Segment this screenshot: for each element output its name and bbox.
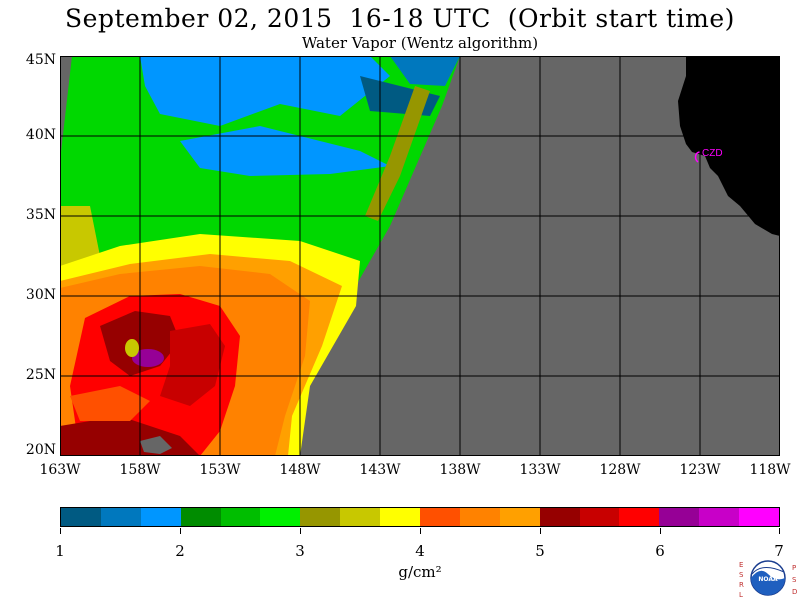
colorbar-swatch	[659, 508, 700, 526]
lon-label: 153W	[199, 462, 241, 478]
colorbar-swatch	[220, 508, 261, 526]
lon-label: 158W	[119, 462, 161, 478]
colorbar	[60, 507, 780, 527]
colorbar-label: 2	[175, 542, 185, 560]
band-orangered	[70, 386, 150, 421]
band-olive-edge	[365, 86, 430, 221]
colorbar-swatch	[260, 508, 301, 526]
band-midred	[160, 324, 225, 406]
colorbar-tick	[779, 528, 780, 534]
lat-label: 30N	[25, 287, 56, 303]
colorbar-tick	[180, 528, 181, 534]
colorbar-label: 3	[295, 542, 305, 560]
lon-label: 148W	[279, 462, 321, 478]
colorbar-swatch	[61, 508, 101, 526]
colorbar-swatch	[619, 508, 660, 526]
lon-label: 163W	[39, 462, 81, 478]
land-area	[678, 56, 780, 236]
storm-eye	[125, 339, 139, 357]
colorbar-swatch	[340, 508, 381, 526]
lat-label: 20N	[25, 442, 56, 458]
noaa-logo: E S R L NOAA P S D	[739, 560, 797, 599]
gridlines	[60, 56, 780, 456]
colorbar-tick	[420, 528, 421, 534]
logo-right-letter: D	[792, 588, 797, 596]
colorbar-swatch	[739, 508, 780, 526]
station-marker: CZD	[694, 148, 723, 163]
map-subtitle: Water Vapor (Wentz algorithm)	[301, 34, 539, 52]
colorbar-tick	[60, 528, 61, 534]
lat-label: 40N	[25, 127, 56, 143]
map-title: September 02, 2015 16-18 UTC (Orbit star…	[65, 4, 735, 33]
lon-label: 138W	[439, 462, 481, 478]
colorbar-swatch	[459, 508, 500, 526]
band-darkblue-top	[390, 56, 460, 86]
colorbar-swatch	[420, 508, 460, 526]
lon-label: 118W	[749, 462, 791, 478]
colorbar-label: 7	[774, 542, 784, 560]
colorbar-swatch	[180, 508, 221, 526]
map-frame	[60, 56, 780, 456]
colorbar-tick	[540, 528, 541, 534]
logo-right-letter: S	[792, 576, 797, 584]
colorbar-swatch	[579, 508, 620, 526]
logo-left-letter: R	[739, 581, 744, 589]
logo-left-letter: E	[739, 561, 743, 569]
colorbar-tick	[660, 528, 661, 534]
missing-data-patch	[140, 436, 172, 454]
colorbar-swatch	[539, 508, 580, 526]
lon-label: 123W	[679, 462, 721, 478]
colorbar-swatch	[140, 508, 181, 526]
lon-label: 128W	[599, 462, 641, 478]
band-blue-mid	[180, 126, 390, 176]
station-marker-icon	[694, 151, 701, 163]
colorbar-swatch	[699, 508, 740, 526]
colorbar-swatch	[100, 508, 141, 526]
lon-label: 133W	[519, 462, 561, 478]
station-label: CZD	[702, 148, 723, 159]
colorbar-label: 5	[535, 542, 545, 560]
lon-label: 143W	[359, 462, 401, 478]
colorbar-units: g/cm²	[398, 563, 442, 581]
swath-data	[60, 56, 460, 456]
colorbar-label: 1	[55, 542, 65, 560]
lat-label: 35N	[25, 207, 56, 223]
colorbar-label: 6	[655, 542, 665, 560]
logo-left-letter: L	[739, 591, 743, 599]
lat-label: 45N	[25, 52, 56, 68]
colorbar-swatch	[300, 508, 341, 526]
logo-right-letter: P	[792, 564, 796, 572]
logo-left-letter: S	[739, 571, 744, 579]
colorbar-swatch	[499, 508, 540, 526]
noaa-seal-text: NOAA	[758, 576, 778, 583]
colorbar-label: 4	[415, 542, 425, 560]
lat-label: 25N	[25, 367, 56, 383]
water-vapor-map: CZD	[60, 56, 780, 456]
colorbar-tick	[300, 528, 301, 534]
colorbar-swatch	[380, 508, 421, 526]
california-land	[678, 56, 780, 236]
band-blue-top	[140, 56, 390, 126]
